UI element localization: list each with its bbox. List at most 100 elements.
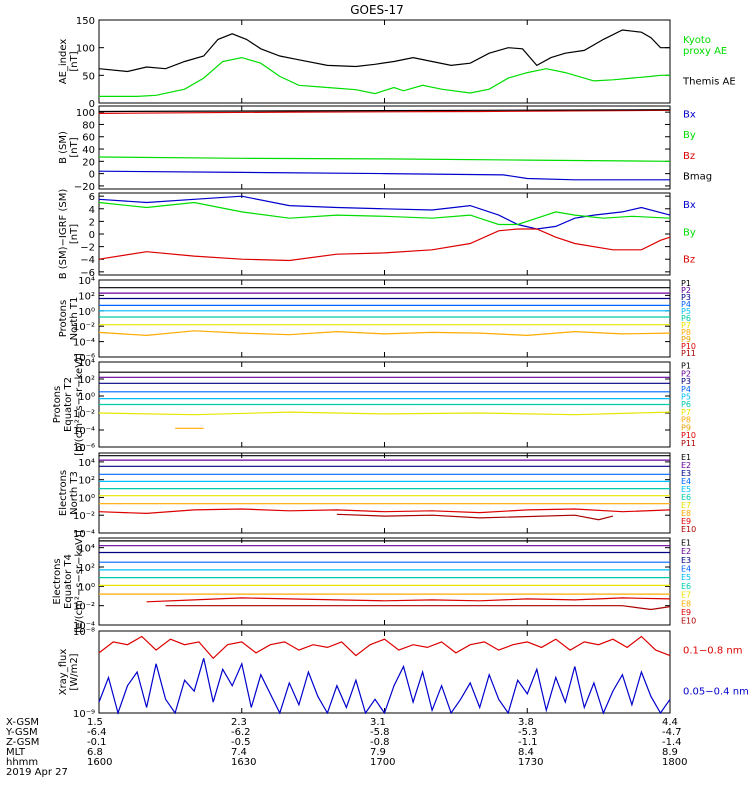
y-axis-label-line: [nT]	[69, 137, 80, 157]
legend-label: By	[683, 227, 696, 238]
y-tick-label: 0	[89, 230, 95, 241]
y-tick-label: 10⁻²	[73, 511, 95, 522]
y-tick-label: 10⁻⁸	[73, 627, 95, 638]
y-tick-label: −20	[74, 182, 95, 193]
series-line	[99, 56, 670, 98]
legend-label: P10	[681, 431, 696, 440]
legend-label: E4	[681, 564, 691, 573]
legend-label: P11	[681, 349, 696, 358]
footer-row-label: Y-GSM	[6, 727, 38, 738]
series-line	[98, 109, 671, 114]
series-line	[98, 228, 671, 262]
legend-label: By	[683, 130, 696, 141]
panel-frame	[98, 537, 671, 626]
legend-label: P7	[681, 408, 691, 417]
y-axis-label-line: B (SM)−IGRF (SM)	[58, 189, 69, 280]
footer-value: 7.4	[231, 747, 247, 758]
y-tick-label: 6	[89, 192, 95, 203]
y-tick-label: 10⁻⁴	[73, 529, 95, 540]
series-line	[98, 201, 671, 226]
y-tick-label: 4	[89, 205, 95, 216]
footer-value: -1.4	[662, 737, 682, 748]
y-axis-label: ProtonsEquator T2[p/(cm²−s−sr−keV)]	[52, 353, 85, 456]
y-tick-label: 20	[82, 157, 95, 168]
y-axis-label: Xray_flux[W/m2]	[58, 649, 80, 696]
footer-value: 1630	[231, 757, 257, 768]
legend-label: E5	[681, 573, 691, 582]
legend-label: Bx	[683, 200, 696, 211]
series-line	[98, 508, 671, 515]
footer-value: -5.3	[518, 727, 538, 738]
footer-value: -1.1	[518, 737, 538, 748]
y-tick-label: 150	[76, 16, 95, 27]
y-tick-label: 0	[89, 99, 95, 110]
y-tick-label: 10⁰	[78, 392, 95, 403]
legend-label: P8	[681, 416, 691, 425]
y-axis-label: B (SM)[nT]	[58, 131, 80, 164]
y-tick-label: −2	[80, 243, 95, 254]
legend-label: P5	[681, 307, 691, 316]
legend-label: P5	[681, 392, 691, 401]
legend-label: P1	[681, 279, 691, 288]
y-axis-label-line: [e/(cm²−s−sr−keV)]	[74, 530, 85, 633]
footer-value: 3.8	[518, 717, 534, 728]
panel-xray: 10⁻⁹ 10⁻⁸ Xray_flux[W/m2] 0.1−0.8 nm 0.05−0.…	[58, 627, 749, 720]
legend-label: E2	[681, 547, 691, 556]
legend-label: P8	[681, 328, 691, 337]
y-tick-label: 10²	[78, 476, 95, 487]
series-line	[98, 195, 671, 230]
legend-label: P10	[681, 342, 696, 351]
footer-value: -4.7	[662, 727, 682, 738]
series-line	[165, 605, 671, 611]
legend-label: E4	[681, 477, 691, 486]
legend-label: P7	[681, 321, 691, 330]
y-tick-label: 10⁰	[78, 493, 95, 504]
footer-value: 2.3	[231, 717, 247, 728]
y-tick-label: 10²	[78, 563, 95, 574]
y-axis-label-line: Equator T4	[63, 554, 74, 609]
legend-label: E1	[681, 538, 691, 547]
y-tick-label: 60	[82, 133, 95, 144]
y-tick-label: 10⁻⁴	[73, 621, 95, 632]
y-tick-label: 100	[76, 108, 95, 119]
legend-label: Bx	[683, 109, 696, 120]
footer-value: 1800	[662, 757, 688, 768]
y-tick-label: 2	[89, 217, 95, 228]
footer-value: 1700	[370, 757, 396, 768]
y-tick-label: 10⁻²	[73, 322, 95, 333]
y-tick-label: 10⁻⁹	[73, 709, 95, 720]
legend-label: E1	[681, 453, 691, 462]
legend-label: E5	[681, 485, 691, 494]
y-axis-label-line: Protons	[52, 386, 63, 423]
series-line	[98, 156, 671, 162]
footer-value: 1730	[518, 757, 544, 768]
legend-label: E2	[681, 461, 691, 470]
legend-label: Bz	[683, 255, 695, 266]
series-line	[98, 411, 671, 416]
panel-frame	[98, 452, 671, 534]
y-axis-label-line: [nT]	[69, 51, 80, 71]
footer-value: 3.1	[370, 717, 386, 728]
panel-protons-north: 10⁻⁶ 10⁻⁴ 10⁻² 10⁰ 10² 10⁴ ProtonsNorth T1 P1P2…	[58, 276, 696, 364]
y-axis-label: B (SM)−IGRF (SM)[nT]	[58, 189, 80, 280]
legend-label: P4	[681, 300, 691, 309]
footer-value: 1600	[87, 757, 113, 768]
legend-label: P6	[681, 400, 691, 409]
legend-label: P11	[681, 439, 696, 448]
footer-value: -6.4	[87, 727, 107, 738]
footer-value: 7.9	[370, 747, 386, 758]
y-tick-label: 10⁻⁶	[73, 353, 95, 364]
y-axis-label: ElectronsEquator T4[e/(cm²−s−sr−keV)]	[52, 530, 85, 633]
series-line	[98, 170, 670, 181]
legend-label: P2	[681, 286, 691, 295]
y-axis-label-line: AE_index	[58, 39, 69, 85]
y-tick-label: 10⁰	[78, 582, 95, 593]
panel-frame	[98, 630, 671, 714]
legend-label: E10	[681, 525, 696, 534]
footer-value: 1.5	[87, 717, 103, 728]
legend-label: E10	[681, 617, 696, 626]
footer-value: -0.8	[370, 737, 390, 748]
y-axis-label-line: Electrons	[52, 558, 63, 604]
